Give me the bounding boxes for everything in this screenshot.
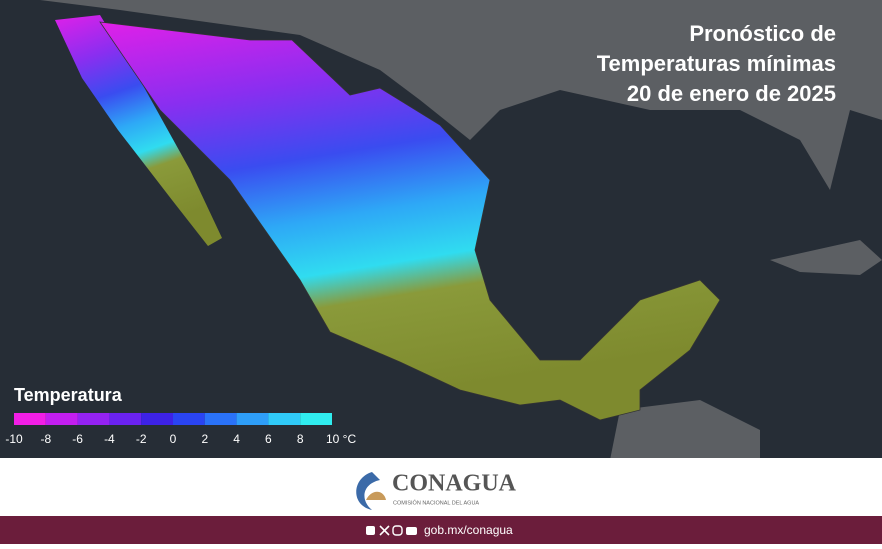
icon-facebook[interactable] bbox=[366, 526, 375, 535]
footer-bar bbox=[0, 516, 882, 544]
legend-swatch bbox=[173, 413, 205, 425]
logo-drop bbox=[366, 491, 386, 500]
legend-tick-label: 4 bbox=[233, 432, 240, 446]
legend-swatch bbox=[141, 413, 173, 425]
footer-band bbox=[0, 458, 882, 516]
legend-swatch bbox=[45, 413, 78, 425]
legend-tick-label: -4 bbox=[104, 432, 115, 446]
logo-swirl bbox=[356, 472, 380, 510]
legend-tick-label: 8 bbox=[297, 432, 304, 446]
legend-tick-label: -2 bbox=[136, 432, 147, 446]
legend-title: Temperatura bbox=[14, 385, 123, 405]
legend-tick-label: 6 bbox=[265, 432, 272, 446]
legend-swatch bbox=[77, 413, 110, 425]
baja-california bbox=[55, 15, 222, 246]
legend-tick-label: -10 bbox=[5, 432, 23, 446]
legend-swatch bbox=[204, 413, 237, 425]
mexico bbox=[99, 21, 721, 421]
brand-subtitle: COMISIÓN NACIONAL DEL AGUA bbox=[393, 499, 479, 506]
legend-swatch bbox=[268, 413, 301, 425]
legend-tick-label: 0 bbox=[170, 432, 177, 446]
legend-swatch bbox=[14, 413, 46, 425]
title-line: Temperaturas mínimas bbox=[597, 51, 836, 76]
legend-swatch bbox=[300, 413, 332, 425]
legend-swatch bbox=[109, 413, 142, 425]
title-line: Pronóstico de bbox=[689, 21, 836, 46]
legend-tick-label: -6 bbox=[72, 432, 83, 446]
central-america bbox=[610, 400, 760, 460]
icon-instagram[interactable] bbox=[392, 525, 403, 536]
us-land bbox=[40, 0, 882, 190]
cuba bbox=[770, 240, 882, 275]
title-line: 20 de enero de 2025 bbox=[627, 81, 836, 106]
legend-tick-label: 10 °C bbox=[326, 432, 356, 446]
icon-youtube[interactable] bbox=[406, 527, 417, 535]
footer-link[interactable]: gob.mx/conagua bbox=[424, 523, 513, 537]
legend-swatch bbox=[236, 413, 269, 425]
icon-x[interactable] bbox=[379, 525, 390, 536]
legend-tick-label: 2 bbox=[201, 432, 208, 446]
brand: CONAGUA bbox=[392, 471, 517, 497]
legend-tick-label: -8 bbox=[40, 432, 51, 446]
